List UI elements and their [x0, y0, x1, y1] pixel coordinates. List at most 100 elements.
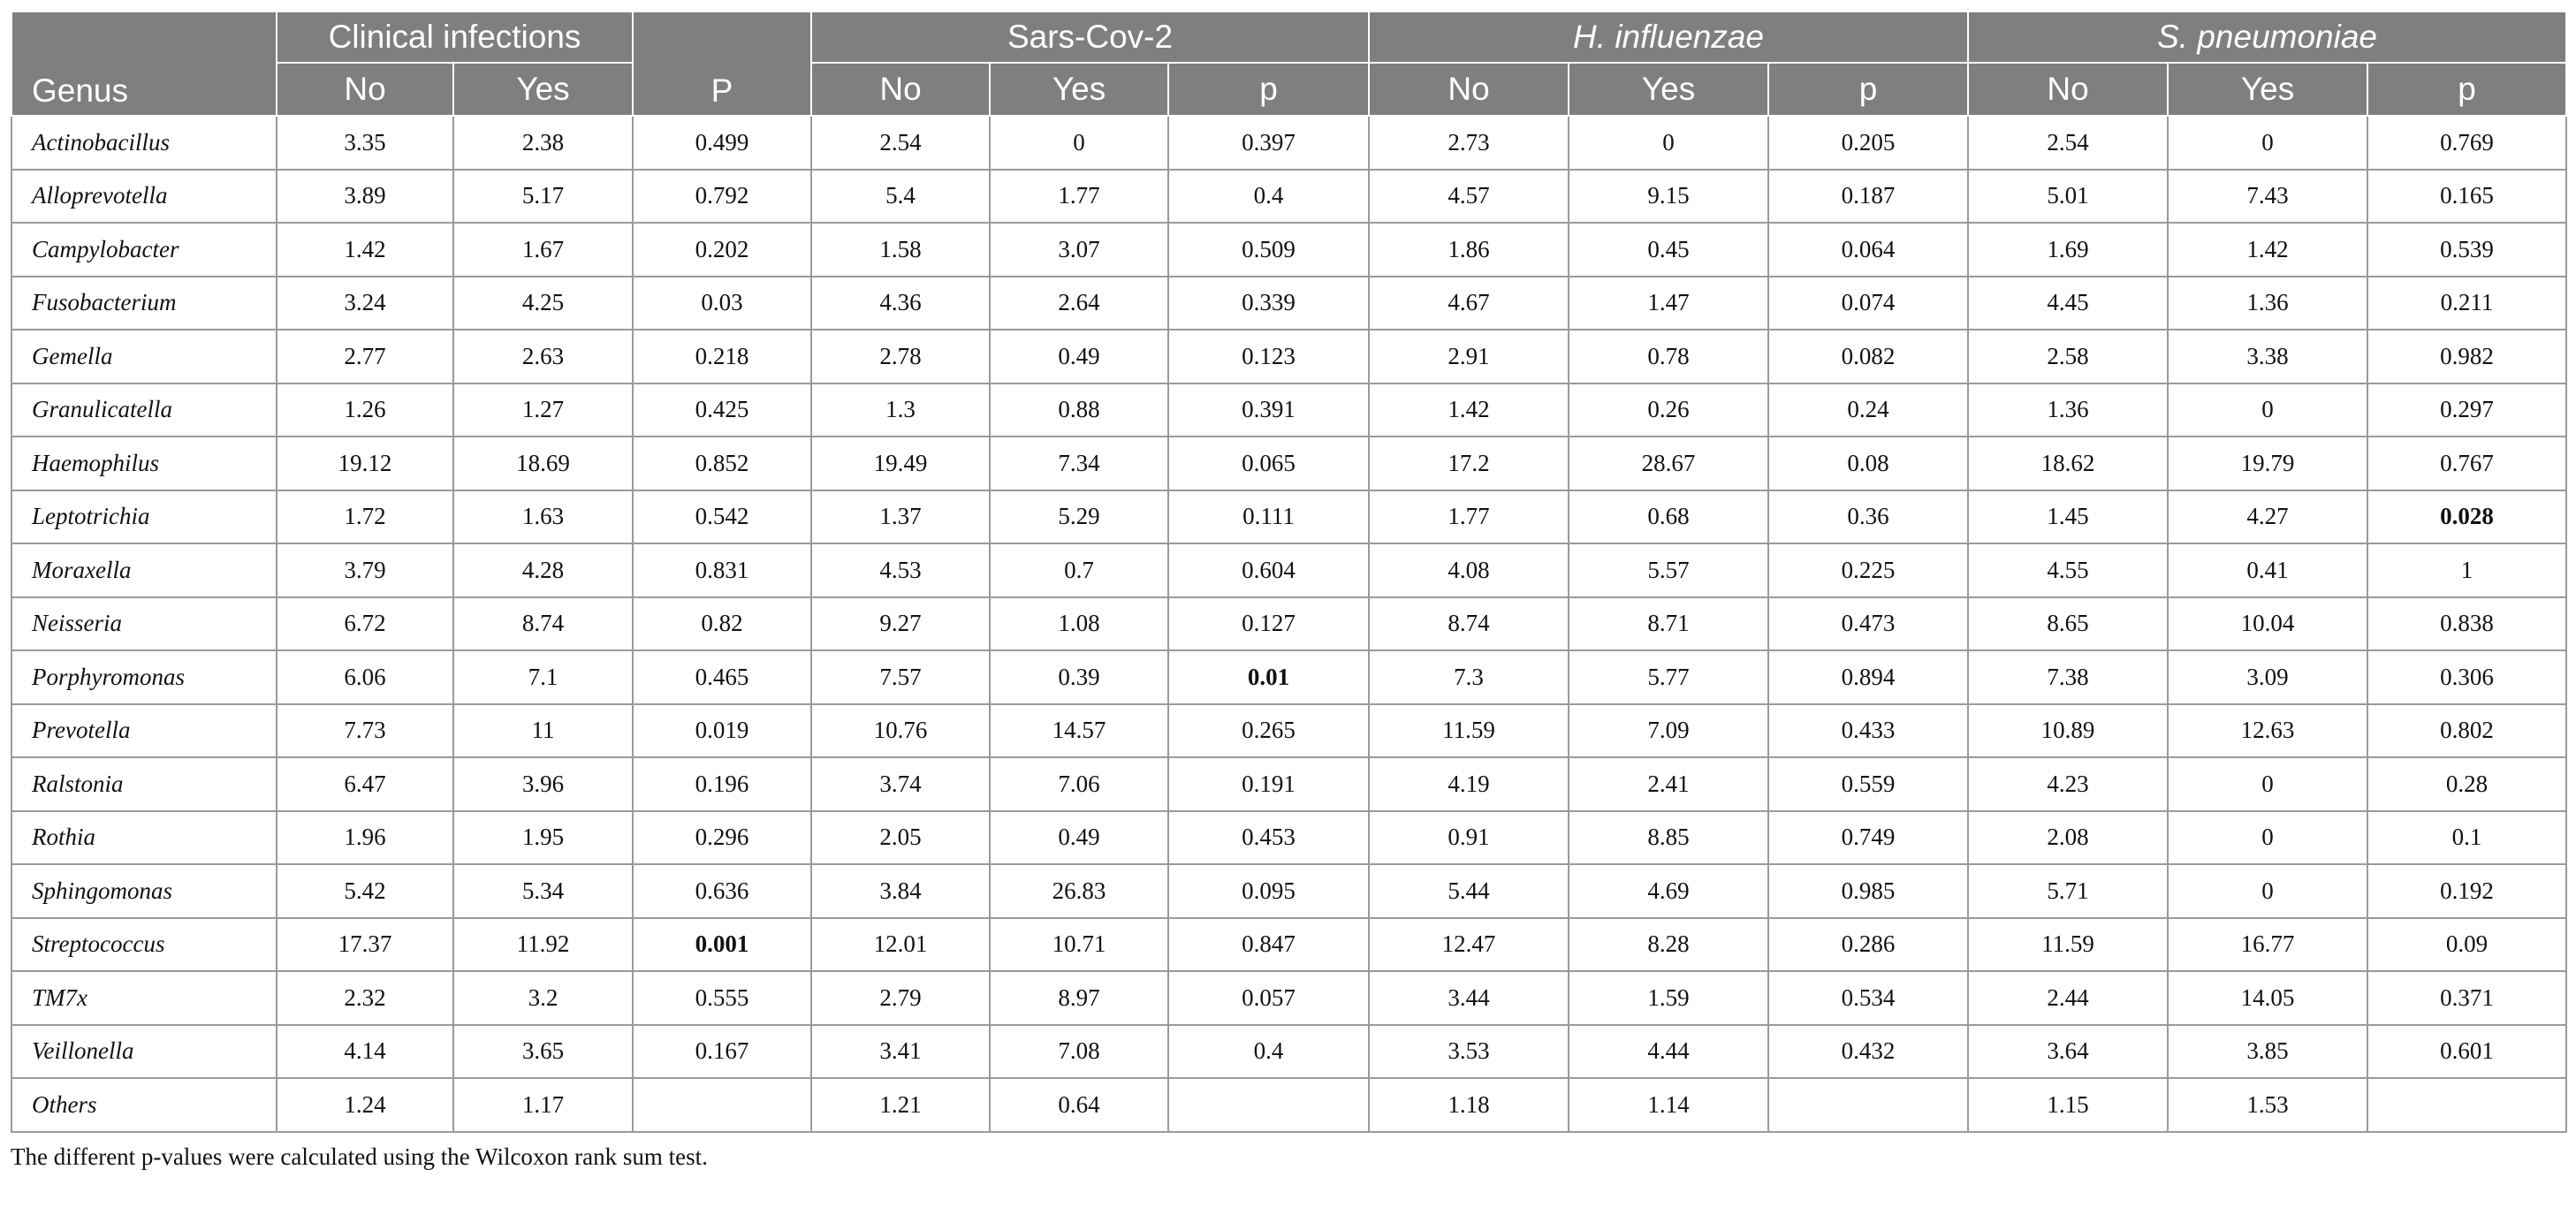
hinf-yes-cell: 5.77 [1568, 649, 1770, 705]
genus-cell: Sphingomonas [11, 863, 277, 919]
hinf-no-cell: 0.91 [1368, 809, 1570, 865]
sars-yes-cell: 0.49 [989, 329, 1170, 384]
sars-yes-cell: 8.97 [989, 970, 1170, 1026]
sars-p-cell: 0.127 [1167, 596, 1371, 651]
clinical-no-cell: 1.24 [276, 1077, 454, 1133]
spn-p-cell: 1 [2367, 543, 2568, 598]
hinf-no-cell: 8.74 [1368, 596, 1570, 651]
hinf-p-cell: 0.36 [1767, 489, 1970, 544]
spn-yes-cell: 0.41 [2167, 543, 2369, 598]
spn-p-cell: 0.767 [2367, 436, 2568, 491]
spn-no-header: No [1967, 62, 2169, 117]
clinical-no-cell: 3.89 [276, 168, 454, 224]
table-row: Granulicatella 1.26 1.27 0.425 1.3 0.88 0.391 1… [11, 382, 2568, 437]
hinf-p-cell: 0.534 [1767, 970, 1970, 1026]
sars-no-header: No [810, 62, 992, 117]
sars-no-cell: 3.84 [810, 863, 992, 919]
clinical-yes-cell: 3.2 [452, 970, 635, 1026]
spn-no-cell: 4.45 [1967, 275, 2169, 330]
clinical-no-cell: 2.77 [276, 329, 454, 384]
clinical-p-cell: 0.831 [632, 543, 813, 598]
spn-no-cell: 18.62 [1967, 436, 2169, 491]
hinf-yes-cell: 8.28 [1568, 916, 1770, 972]
hinf-no-cell: 12.47 [1368, 916, 1570, 972]
hinf-p-cell: 0.225 [1767, 543, 1970, 598]
clinical-yes-cell: 18.69 [452, 436, 635, 491]
spn-p-cell: 0.306 [2367, 649, 2568, 705]
sars-yes-cell: 0.88 [989, 382, 1170, 437]
clinical-yes-cell: 4.28 [452, 543, 635, 598]
hinf-no-cell: 4.57 [1368, 168, 1570, 224]
spn-p-cell: 0.211 [2367, 275, 2568, 330]
clinical-yes-cell: 2.63 [452, 329, 635, 384]
hinf-p-cell: 0.082 [1767, 329, 1970, 384]
table-row: Leptotrichia 1.72 1.63 0.542 1.37 5.29 0.111 1.… [11, 489, 2568, 544]
clinical-yes-cell: 3.96 [452, 756, 635, 812]
hinf-no-cell: 4.08 [1368, 543, 1570, 598]
clinical-p-cell: 0.167 [632, 1023, 813, 1079]
sars-p-cell: 0.397 [1167, 115, 1371, 171]
clinical-yes-cell: 1.27 [452, 382, 635, 437]
sars-no-cell: 3.74 [810, 756, 992, 812]
genus-cell: Moraxella [11, 543, 277, 598]
clinical-p-cell: 0.499 [632, 115, 813, 171]
sars-no-cell: 1.3 [810, 382, 992, 437]
hinf-p-cell: 0.894 [1767, 649, 1970, 705]
genus-cell: Neisseria [11, 596, 277, 651]
hinf-p-cell: 0.24 [1767, 382, 1970, 437]
sars-no-cell: 4.53 [810, 543, 992, 598]
sars-no-cell: 9.27 [810, 596, 992, 651]
table-row: Haemophilus 19.12 18.69 0.852 19.49 7.34 0.065… [11, 436, 2568, 491]
sars-p-cell: 0.265 [1167, 702, 1371, 758]
spn-p-cell: 0.539 [2367, 222, 2568, 277]
table-row: Actinobacillus 3.35 2.38 0.499 2.54 0 0.397 2.7… [11, 115, 2568, 171]
spn-p-cell: 0.1 [2367, 809, 2568, 865]
sars-yes-cell: 7.08 [989, 1023, 1170, 1079]
table-body: Actinobacillus 3.35 2.38 0.499 2.54 0 0.397 2.7… [11, 115, 2568, 1133]
genus-abundance-table: Genus Clinical infections P Sars-Cov-2 H… [11, 11, 2568, 1133]
clinical-yes-cell: 1.67 [452, 222, 635, 277]
genus-cell: Streptococcus [11, 916, 277, 972]
sars-no-cell: 12.01 [810, 916, 992, 972]
genus-cell: Granulicatella [11, 382, 277, 437]
sars-p-cell: 0.191 [1167, 756, 1371, 812]
clinical-yes-cell: 11.92 [452, 916, 635, 972]
spn-p-header: p [2367, 62, 2568, 117]
header-row-groups: Genus Clinical infections P Sars-Cov-2 H… [11, 11, 2568, 117]
sars-p-cell: 0.4 [1167, 168, 1371, 224]
clinical-p-cell: 0.218 [632, 329, 813, 384]
genus-cell: Porphyromonas [11, 649, 277, 705]
genus-cell: Prevotella [11, 702, 277, 758]
spn-no-cell: 1.36 [1967, 382, 2169, 437]
spn-no-cell: 2.08 [1967, 809, 2169, 865]
clinical-yes-cell: 7.1 [452, 649, 635, 705]
sars-no-cell: 19.49 [810, 436, 992, 491]
hinf-no-cell: 17.2 [1368, 436, 1570, 491]
hinf-yes-cell: 0.26 [1568, 382, 1770, 437]
group-header-sars-cov-2: Sars-Cov-2 [810, 11, 1371, 64]
sars-p-cell: 0.391 [1167, 382, 1371, 437]
hinf-yes-cell: 4.44 [1568, 1023, 1770, 1079]
hinf-yes-cell: 2.41 [1568, 756, 1770, 812]
sars-yes-cell: 0.39 [989, 649, 1170, 705]
sars-p-cell: 0.057 [1167, 970, 1371, 1026]
hinf-yes-cell: 28.67 [1568, 436, 1770, 491]
spn-yes-cell: 10.04 [2167, 596, 2369, 651]
clinical-no-cell: 3.24 [276, 275, 454, 330]
hinf-yes-cell: 8.71 [1568, 596, 1770, 651]
clinical-no-cell: 1.96 [276, 809, 454, 865]
spn-p-cell: 0.09 [2367, 916, 2568, 972]
hinf-no-cell: 3.53 [1368, 1023, 1570, 1079]
clinical-no-cell: 6.06 [276, 649, 454, 705]
hinf-no-cell: 2.73 [1368, 115, 1570, 171]
spn-no-cell: 5.71 [1967, 863, 2169, 919]
spn-no-cell: 7.38 [1967, 649, 2169, 705]
sars-no-cell: 2.78 [810, 329, 992, 384]
spn-yes-cell: 7.43 [2167, 168, 2369, 224]
sars-p-cell: 0.339 [1167, 275, 1371, 330]
spn-no-cell: 2.54 [1967, 115, 2169, 171]
spn-no-cell: 4.55 [1967, 543, 2169, 598]
clinical-p-cell [632, 1077, 813, 1133]
table-row: Campylobacter 1.42 1.67 0.202 1.58 3.07 0.509 1… [11, 222, 2568, 277]
clinical-no-cell: 1.26 [276, 382, 454, 437]
